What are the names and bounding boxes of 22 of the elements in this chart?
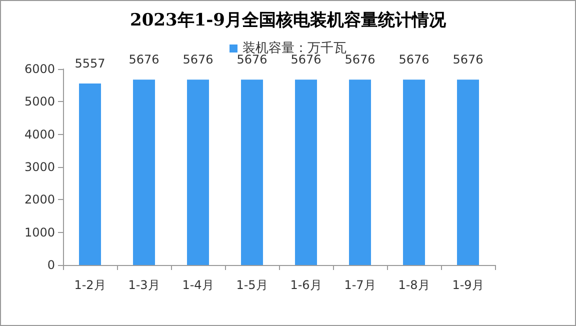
y-tick-label: 4000 <box>24 127 55 142</box>
data-label: 5676 <box>344 52 376 67</box>
x-tick-label: 1-4月 <box>182 278 214 292</box>
x-tick-label: 1-7月 <box>344 278 376 292</box>
y-tick-label: 2000 <box>24 192 55 207</box>
x-tick-label: 1-8月 <box>398 278 430 292</box>
data-label: 5676 <box>128 52 160 67</box>
y-tick-label: 5000 <box>24 94 55 109</box>
data-label: 5676 <box>452 52 484 67</box>
y-tick-label: 0 <box>47 258 55 272</box>
y-tick-label: 6000 <box>24 62 55 76</box>
chart-title: 2023年1-9月全国核电装机容量统计情况 <box>130 10 448 30</box>
x-tick-label: 1-5月 <box>236 278 268 292</box>
data-label: 5557 <box>74 56 106 70</box>
x-tick-label: 1-3月 <box>128 278 160 292</box>
x-tick-label: 1-6月 <box>290 278 322 292</box>
x-tick-label: 1-9月 <box>452 278 484 292</box>
data-label: 5676 <box>182 52 214 67</box>
data-label: 5676 <box>398 52 430 67</box>
y-tick-label: 1000 <box>24 225 55 240</box>
x-tick-label: 1-2月 <box>74 278 106 292</box>
y-tick-label: 3000 <box>24 160 55 174</box>
